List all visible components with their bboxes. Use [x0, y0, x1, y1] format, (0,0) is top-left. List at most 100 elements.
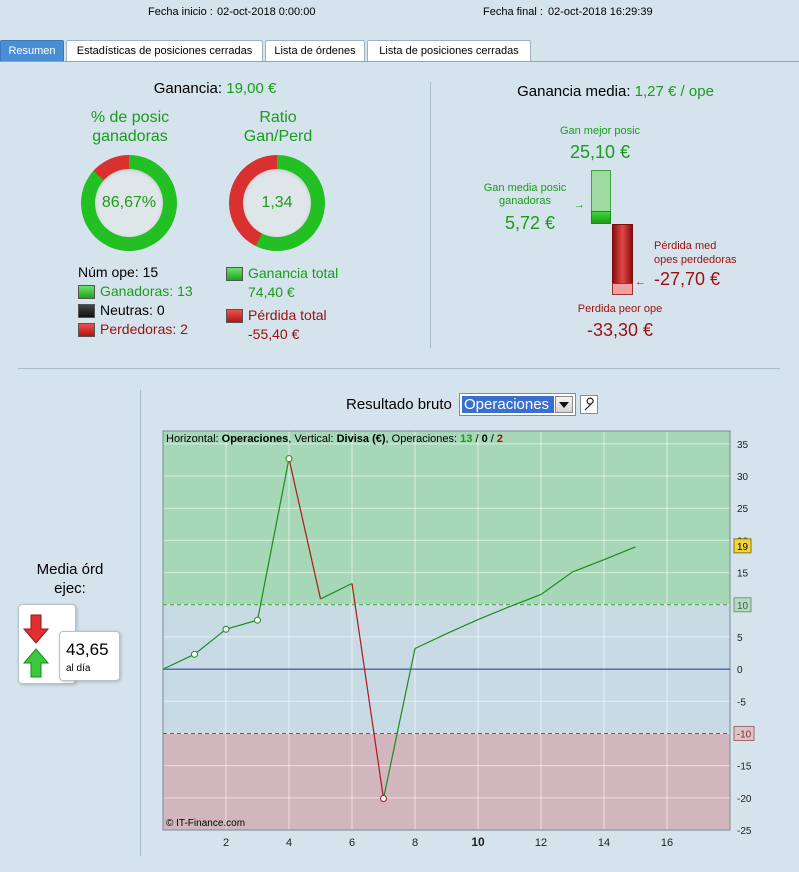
avg-loss-label-line2: opes perdedoras [654, 254, 737, 266]
total-loss-row: Pérdida total [226, 306, 406, 325]
avg-win-label: Gan media posic ganadoras [470, 182, 580, 208]
lower-vertical-divider [140, 390, 141, 856]
win-pct-value: 86,67% [95, 169, 163, 237]
x-tick-label: 6 [349, 837, 355, 849]
series-segment [162, 653, 195, 670]
data-point [222, 625, 230, 633]
avg-win-label-line2: ganadoras [499, 195, 551, 207]
series-segment [603, 546, 636, 561]
ratio-title: Ratio Gan/Perd [208, 108, 348, 146]
worst-value: -33,30 € [586, 320, 654, 340]
chart-v-label: Vertical: [294, 433, 334, 445]
series-segment [194, 628, 227, 655]
final-value-badge: 19 [737, 542, 749, 553]
y-tick-label: 15 [737, 569, 749, 580]
order-arrows-icon [22, 614, 50, 678]
ratio-title-line1: Ratio [259, 109, 297, 126]
green-swatch-icon [226, 267, 243, 282]
losers-value: 2 [180, 321, 188, 337]
start-date-label: Fecha inicio : [148, 6, 213, 18]
win-pct-title-line2: ganadoras [92, 128, 168, 145]
series-segment [572, 559, 605, 573]
y-tick-label: 5 [737, 633, 743, 644]
avg-loss-arrow-icon: ← [635, 276, 646, 288]
x-tick-label: 4 [286, 837, 292, 849]
x-tick-label: 12 [535, 837, 547, 849]
chart-v-value: Divisa (€) [336, 433, 386, 445]
upper-band-badge-bg [733, 597, 752, 613]
neutral-row: Neutras: 0 [78, 302, 228, 321]
gain-zone [163, 431, 730, 605]
avg-gain-line: Ganancia media: 1,27 € / ope [432, 83, 799, 100]
tab-closed-positions[interactable]: Lista de posiciones cerradas [367, 40, 531, 61]
y-tick-label: 30 [737, 472, 749, 483]
y-tick-label: 25 [737, 504, 749, 515]
orders-value: 43,65 [66, 640, 109, 659]
orders-title-line2: ejec: [54, 580, 86, 597]
tab-resumen[interactable]: Resumen [0, 40, 64, 61]
worst-label: Perdida peor ope [577, 303, 663, 315]
win-pct-donut: 86,67% [81, 155, 177, 251]
upper-band-badge: 10 [737, 601, 749, 612]
data-point [254, 616, 261, 624]
vertical-divider [430, 82, 431, 348]
total-gain-label: Ganancia total [248, 265, 339, 281]
num-ops-value: 15 [142, 264, 159, 280]
ops-legend: Núm ope: 15 Ganadoras: 13 Neutras: 0 Per… [78, 264, 228, 340]
end-date-value: 02-oct-2018 16:29:39 [548, 6, 653, 18]
profit-line: Ganancia: 19,00 € [0, 80, 430, 102]
lower-band-badge-bg [733, 725, 755, 741]
orders-title: Media órd ejec: [10, 560, 130, 598]
series-segment [540, 571, 573, 595]
avg-loss-label-line1: Pérdida med [654, 240, 717, 252]
avg-win-bar [591, 211, 611, 224]
red-swatch-icon [78, 323, 95, 338]
avg-win-arrow-icon: → [574, 199, 585, 211]
orders-unit: al día [66, 663, 91, 674]
winners-label: Ganadoras: [100, 283, 174, 299]
avg-loss-value: -27,70 € [654, 269, 721, 289]
x-tick-label: 16 [661, 837, 673, 849]
ratio-value: 1,34 [243, 169, 311, 237]
horizontal-divider [18, 368, 780, 369]
y-tick-label: -5 [737, 697, 746, 708]
num-ops-row: Núm ope: 15 [78, 264, 228, 283]
chart-h-value: Operaciones [221, 433, 289, 445]
series-segment [225, 619, 258, 630]
win-pct-title-line1: % de posic [90, 109, 170, 126]
chart-h-label: Horizontal: [166, 433, 219, 445]
series-segment [382, 648, 416, 799]
chart-neutral: 0 [481, 433, 488, 445]
tab-closed-stats[interactable]: Estadísticas de posiciones cerradas [66, 40, 263, 61]
series-segment [320, 582, 353, 600]
chevron-down-icon[interactable] [555, 396, 573, 413]
y-tick-label: 35 [737, 440, 749, 451]
avg-loss-bar [612, 283, 633, 295]
chart-ops-label: Operaciones: [391, 433, 458, 445]
avg-loss-label: Pérdida med opes perdedoras [654, 239, 764, 267]
lower-band-badge: -10 [737, 729, 752, 740]
orders-value-card: 43,65 al día [59, 631, 120, 681]
total-gain-row: Ganancia total [226, 264, 406, 283]
series-segment [477, 606, 510, 621]
totals-legend: Ganancia total 74,40 € Pérdida total -55… [226, 264, 406, 344]
end-date-label: Fecha final : [483, 6, 543, 18]
neutral-value: 0 [156, 302, 165, 318]
result-select[interactable]: Operaciones [459, 393, 576, 416]
plot-frame [162, 430, 731, 831]
series-segment [446, 619, 479, 635]
x-tick-label: 2 [223, 837, 229, 849]
series-segment [256, 458, 290, 621]
losers-row: Perdedoras: 2 [78, 321, 228, 340]
winners-value: 13 [177, 283, 193, 299]
tab-orders[interactable]: Lista de órdenes [265, 40, 365, 61]
y-tick-label: -15 [737, 762, 752, 773]
date-range-bar: Fecha inicio : 02-oct-2018 0:00:00 Fecha… [0, 0, 799, 28]
series-segment [288, 458, 322, 600]
black-swatch-icon [78, 304, 95, 319]
x-tick-label: 8 [412, 837, 418, 849]
series-segment [509, 593, 542, 608]
ratio-donut: 1,34 [229, 155, 325, 251]
wrench-icon[interactable] [580, 395, 598, 414]
result-label: Resultado bruto [346, 396, 452, 413]
